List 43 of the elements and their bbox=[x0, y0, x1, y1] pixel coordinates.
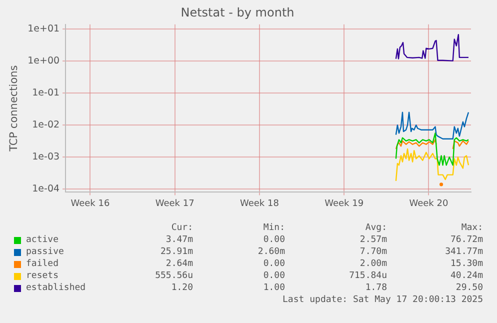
text: 2.64m bbox=[166, 258, 193, 270]
text: 0.00 bbox=[263, 270, 285, 282]
text: 76.72m bbox=[450, 234, 483, 246]
y-tick-label: 1e-04 bbox=[32, 184, 60, 195]
text: 40.24m bbox=[450, 270, 483, 282]
text: 1.20 bbox=[171, 282, 193, 294]
text: 0.00 bbox=[263, 234, 285, 246]
text: Cur: bbox=[171, 222, 193, 234]
text: 3.47m bbox=[166, 234, 193, 246]
text: Max: bbox=[461, 222, 483, 234]
text: 1.78 bbox=[365, 282, 387, 294]
text: 2.57m bbox=[360, 234, 387, 246]
y-tick-label: 1e-01 bbox=[32, 88, 60, 99]
text: 7.70m bbox=[360, 246, 387, 258]
y-tick-label: 1e+01 bbox=[28, 24, 60, 35]
y-tick-label: 1e-02 bbox=[32, 120, 60, 131]
text: 15.30m bbox=[450, 258, 483, 270]
legend-label: failed bbox=[26, 258, 59, 270]
text: 0.00 bbox=[263, 258, 285, 270]
text: 25.91m bbox=[160, 246, 193, 258]
y-tick-label: 1e-03 bbox=[32, 152, 60, 163]
text: 2.60m bbox=[258, 246, 285, 258]
x-tick-label: Week 19 bbox=[324, 198, 364, 209]
text: Min: bbox=[263, 222, 285, 234]
x-tick-label: Week 20 bbox=[409, 198, 448, 209]
legend-label: passive bbox=[26, 246, 64, 258]
text: 555.56u bbox=[155, 270, 193, 282]
legend-label: established bbox=[26, 282, 86, 294]
x-tick-label: Week 18 bbox=[240, 198, 280, 209]
text: 1.00 bbox=[263, 282, 285, 294]
chart-title: Netstat - by month bbox=[180, 5, 294, 20]
text: 2.00m bbox=[360, 258, 387, 270]
x-tick-label: Week 17 bbox=[155, 198, 194, 209]
y-tick-label: 1e+00 bbox=[28, 56, 60, 67]
text: Avg: bbox=[365, 222, 387, 234]
legend-label: active bbox=[26, 234, 59, 246]
text: 29.50 bbox=[456, 282, 483, 294]
y-axis-title: TCP connections bbox=[8, 65, 20, 152]
text: 341.77m bbox=[445, 246, 483, 258]
legend-label: resets bbox=[26, 270, 59, 282]
text: 715.84u bbox=[349, 270, 387, 282]
text: Last update: Sat May 17 20:00:13 2025 bbox=[282, 294, 483, 306]
x-tick-label: Week 16 bbox=[70, 198, 110, 209]
